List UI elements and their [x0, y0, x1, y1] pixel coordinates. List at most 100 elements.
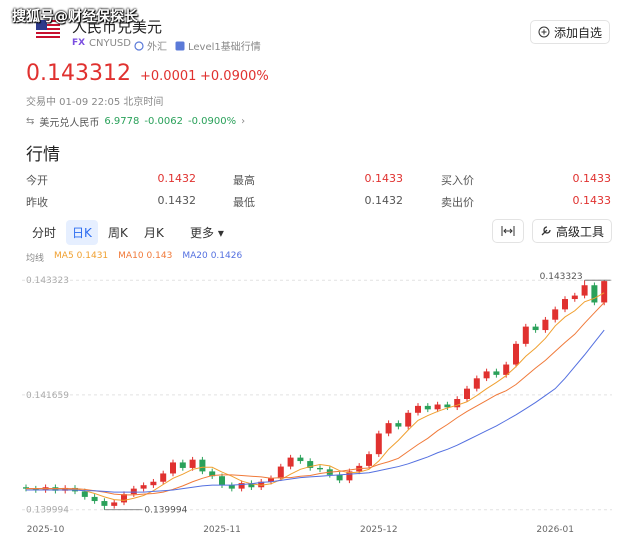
- reverse-quote[interactable]: ⇆ 美元兑人民币 6.9778 -0.0062 -0.0900% ›: [26, 114, 245, 129]
- tools-button[interactable]: 高级工具: [532, 219, 612, 243]
- candle-body: [513, 343, 519, 365]
- y-tick-label: 0.139994: [26, 506, 69, 516]
- watermark: 搜狐号@财经保探长: [12, 9, 138, 25]
- stat-value: 0.1432: [157, 172, 197, 185]
- candle-body: [346, 471, 353, 481]
- candle-body: [111, 502, 118, 506]
- reverse-change: -0.0062: [144, 116, 183, 127]
- y-tick-label: 0.141659: [26, 391, 69, 401]
- market-tag: 外汇: [134, 38, 167, 53]
- candle-body: [101, 501, 108, 506]
- candle-body: [32, 488, 39, 491]
- candle-body: [238, 483, 245, 489]
- stat-value: 0.1433: [364, 172, 404, 185]
- swap-icon: ⇆: [26, 116, 35, 127]
- stat-label: 买入价: [441, 174, 474, 187]
- candle-body: [532, 326, 539, 331]
- candle-body: [121, 494, 127, 503]
- candle-body: [375, 433, 382, 455]
- candle-body: [62, 487, 69, 491]
- stat-value: 0.1433: [572, 172, 612, 185]
- candle-body: [385, 423, 392, 434]
- candle-body: [160, 473, 167, 482]
- level: Level1基础行情: [188, 42, 261, 53]
- stat-label: 最高: [233, 174, 255, 187]
- candle-body: [571, 295, 578, 300]
- candle-body: [179, 462, 186, 468]
- legend-name: MA10: [118, 251, 144, 261]
- level-icon: [175, 41, 185, 50]
- range-button[interactable]: [492, 219, 524, 243]
- legend-value: 0.1426: [210, 251, 243, 261]
- candle-body: [444, 404, 451, 408]
- market-icon: [134, 40, 144, 51]
- candle-body: [366, 454, 372, 466]
- legend-title: 均线: [26, 254, 45, 264]
- candle-body: [248, 483, 255, 488]
- candle-body: [503, 364, 510, 375]
- flag-icon: [36, 20, 60, 38]
- candle-body: [552, 309, 559, 320]
- badge: FX: [72, 38, 86, 48]
- candle-body: [336, 474, 343, 481]
- x-tick-label: 2025-11: [203, 525, 241, 535]
- change: +0.0001: [140, 69, 197, 84]
- x-tick-label: 2026-01: [536, 525, 574, 535]
- candle-body: [405, 412, 412, 427]
- legend-name: MA20: [182, 251, 208, 261]
- candle-body: [562, 299, 568, 310]
- ma-line: [26, 329, 605, 493]
- candle-body: [228, 485, 235, 489]
- legend-item: MA5 0.1431: [54, 251, 108, 264]
- stat-label: 昨收: [26, 196, 48, 209]
- price: 0.143312: [26, 61, 131, 86]
- x-tick-label: 2025-10: [27, 525, 65, 535]
- tab[interactable]: 分时: [32, 226, 57, 240]
- legend-item: MA10 0.143: [118, 251, 172, 264]
- reverse-price: 6.9778: [104, 116, 140, 127]
- legend-name: MA5: [54, 251, 74, 261]
- tab[interactable]: 周K: [108, 226, 128, 240]
- candle-body: [473, 378, 480, 389]
- candle-body: [581, 285, 588, 296]
- candle-body: [522, 326, 529, 344]
- ma-line: [26, 302, 605, 496]
- ma-legend: 均线 MA5 0.1431 MA10 0.143 MA20 0.1426: [26, 251, 242, 264]
- candle-body: [209, 471, 216, 477]
- add-watchlist-button[interactable]: 添加自选: [530, 20, 610, 44]
- stat-label: 今开: [26, 174, 48, 187]
- candle-body: [130, 488, 137, 495]
- candle-body: [287, 457, 294, 467]
- candle-body: [140, 485, 147, 489]
- plus-icon: [538, 26, 550, 38]
- tab[interactable]: 日K: [66, 220, 98, 245]
- candle-body: [317, 467, 323, 470]
- more-label: 更多: [190, 226, 215, 240]
- status: 交易中 01-09 22:05 北京时间: [26, 97, 164, 108]
- candle-body: [542, 319, 549, 331]
- candle-body: [189, 459, 196, 468]
- code: CNYUSD: [89, 38, 131, 49]
- candle-body: [23, 487, 29, 489]
- market: 外汇: [147, 42, 167, 53]
- tools-label: 高级工具: [555, 224, 604, 239]
- candle-body: [434, 404, 441, 410]
- candle-body: [91, 496, 98, 502]
- candle-body: [483, 371, 490, 379]
- candle-body: [81, 491, 88, 497]
- title: 人民币兑美元: [72, 18, 163, 36]
- level-tag: Level1基础行情: [175, 38, 261, 53]
- tools-icon: [541, 226, 551, 236]
- candle-body: [601, 281, 608, 303]
- legend-item: MA20 0.1426: [182, 251, 242, 264]
- more-tab[interactable]: 更多 ▾: [190, 226, 224, 240]
- tab[interactable]: 月K: [144, 226, 164, 240]
- candle-body: [424, 405, 431, 410]
- candle-body: [199, 459, 206, 472]
- change-pct: +0.0900%: [200, 69, 269, 84]
- reverse-label: 美元兑人民币: [39, 118, 100, 129]
- x-tick-label: 2025-12: [360, 525, 398, 535]
